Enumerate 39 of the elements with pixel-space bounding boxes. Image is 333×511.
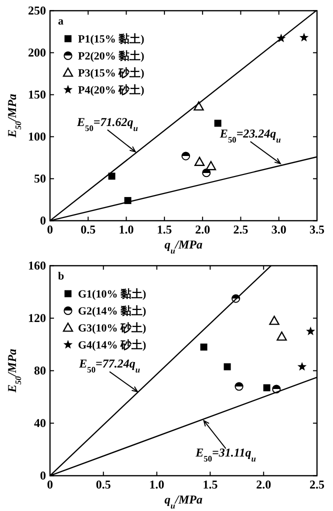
- y-tick-label: 0: [40, 468, 46, 483]
- y-tick-label: 250: [28, 4, 46, 18]
- y-tick-label: 0: [40, 214, 46, 228]
- annotation: E$_{50}$=23.24q$_{u}$: [218, 126, 282, 144]
- annotation: E$_{50}$=31.11q$_{u}$: [194, 446, 256, 464]
- legend-label: P4(20% 砂土): [78, 84, 145, 97]
- legend-label: G2(14% 黏土): [78, 304, 146, 318]
- x-tick-label: 0.5: [96, 478, 111, 492]
- x-tick-label: 1.5: [202, 478, 218, 492]
- annotation: E$_{50}$=77.24q$_{u}$: [78, 356, 140, 374]
- x-tick-label: 1.0: [118, 222, 134, 237]
- legend-label: P1(15% 黏土): [78, 32, 145, 46]
- y-tick-label: 40: [34, 416, 46, 430]
- annotation: a: [58, 16, 64, 28]
- x-tick-label: 3.0: [271, 222, 286, 237]
- x-tick-label: 2.5: [233, 222, 248, 237]
- y-tick-label: 100: [28, 130, 46, 144]
- y-tick-label: 160: [28, 258, 46, 273]
- y-tick-label: 80: [34, 364, 46, 378]
- legend-label: G1(10% 黏土): [78, 288, 146, 301]
- y-tick-label: 200: [28, 46, 46, 60]
- x-axis-title: q$_{u}$/MPa: [164, 492, 203, 510]
- x-tick-label: 0.5: [80, 222, 96, 237]
- x-tick-label: 2.5: [310, 478, 324, 492]
- x-tick-label: 2.0: [195, 222, 210, 237]
- x-tick-label: 1.0: [149, 478, 164, 492]
- annotation: b: [58, 270, 64, 283]
- legend-label: P3(15% 砂土): [78, 66, 145, 80]
- legend-label: G4(14% 砂土): [78, 338, 146, 352]
- x-tick-label: 2.0: [256, 478, 272, 492]
- annotation: E$_{50}$=71.62q$_{u}$: [76, 114, 138, 132]
- y-tick-label: 120: [28, 311, 46, 326]
- x-axis-title: q$_{u}$/MPa: [164, 238, 203, 256]
- x-tick-label: 1.5: [156, 222, 172, 237]
- legend-label: P2(20% 黏土): [78, 50, 145, 63]
- y-tick-label: 150: [28, 88, 46, 102]
- x-tick-label: 3.5: [310, 222, 324, 237]
- legend-label: G3(10% 砂土): [78, 322, 146, 335]
- y-tick-label: 50: [34, 172, 46, 186]
